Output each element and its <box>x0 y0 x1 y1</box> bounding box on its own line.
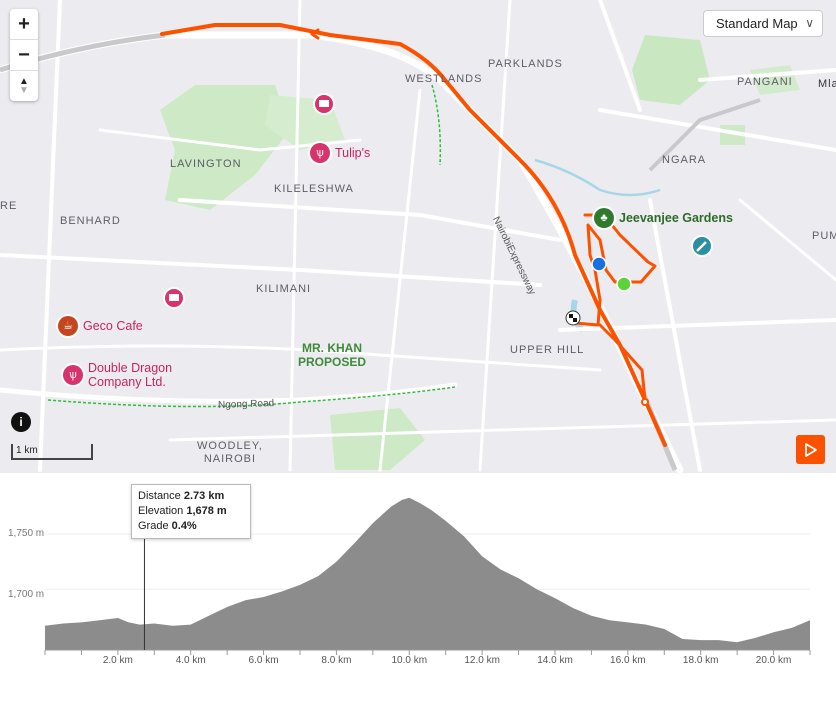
zoom-controls: + − ▲ ▼ <box>10 9 38 101</box>
map-type-label: Standard Map <box>716 16 798 31</box>
elevation-tooltip: Distance 2.73 km Elevation 1,678 m Grade… <box>131 484 251 539</box>
place-label-benhard: BENHARD <box>60 215 121 227</box>
tooltip-grade-value: 0.4% <box>171 520 197 532</box>
divider <box>10 70 38 71</box>
restaurant-icon: ѱ <box>310 143 330 163</box>
place-label-re: RE <box>0 200 18 212</box>
poi-label: Tulip's <box>335 146 371 160</box>
elevation-chart[interactable] <box>0 473 836 717</box>
divider <box>10 39 38 40</box>
tooltip-elevation-value: 1,678 m <box>186 505 227 517</box>
park-label-mr-khan: MR. KHAN PROPOSED <box>298 341 367 369</box>
poi-geco-cafe[interactable]: ☕ Geco Cafe <box>58 316 143 336</box>
place-label-pangani: PANGANI <box>737 76 793 88</box>
scale-label: 1 km <box>16 445 38 456</box>
poi-tulips[interactable]: ѱ Tulip's <box>310 143 370 163</box>
poi-label: Geco Cafe <box>83 319 143 333</box>
play-button[interactable] <box>796 435 825 464</box>
x-tick-label: 20.0 km <box>755 655 792 666</box>
compass-button[interactable]: ▲ ▼ <box>10 71 38 101</box>
coffee-icon: ☕ <box>58 316 78 336</box>
wrench-poi-icon <box>691 235 713 257</box>
tooltip-grade-label: Grade <box>138 520 169 532</box>
info-icon[interactable]: i <box>11 412 31 432</box>
y-tick-label: 1,700 m <box>8 589 45 600</box>
place-label-parklands: PARKLANDS <box>488 58 563 70</box>
x-tick-label: 18.0 km <box>682 655 719 666</box>
place-label-upper-hill: UPPER HILL <box>510 344 585 356</box>
place-label-ngara: NGARA <box>662 154 707 166</box>
poi-label: Double Dragon Company Ltd. <box>88 361 173 389</box>
scale-bar: 1 km <box>11 444 93 460</box>
place-label-lavington: LAVINGTON <box>170 158 242 170</box>
place-label-pum: PUM <box>812 230 836 242</box>
poi-double-dragon[interactable]: ѱ Double Dragon Company Ltd. <box>63 361 172 389</box>
compass-icon: ▲ ▼ <box>19 76 29 96</box>
shop-poi-icon <box>163 287 185 309</box>
tooltip-distance-value: 2.73 km <box>183 490 225 502</box>
poi-label: Jeevanjee Gardens <box>619 211 733 225</box>
place-label-kilimani: KILIMANI <box>256 283 312 295</box>
elevation-area <box>45 497 810 650</box>
place-label-woodley: WOODLEY, NAIROBI <box>197 440 263 465</box>
x-tick-label: 6.0 km <box>248 655 279 666</box>
finish-flag-icon <box>565 310 581 326</box>
map-base <box>0 0 836 473</box>
road-label-ngong: Ngong Road <box>217 398 275 411</box>
tooltip-elevation-label: Elevation <box>138 505 184 517</box>
zoom-in-button[interactable]: + <box>18 12 30 35</box>
x-tick-marks <box>44 650 811 655</box>
poi-jeevanjee-gardens[interactable]: ♣ Jeevanjee Gardens <box>594 208 733 228</box>
tooltip-distance-label: Distance <box>138 490 181 502</box>
x-tick-label: 10.0 km <box>391 655 428 666</box>
tree-icon: ♣ <box>594 208 614 228</box>
map-type-dropdown[interactable]: Standard Map ∨ <box>703 10 823 37</box>
y-tick-label: 1,750 m <box>8 528 45 539</box>
x-tick-label: 8.0 km <box>321 655 352 666</box>
place-label-kileleshwa: KILELESHWA <box>274 183 354 195</box>
x-tick-label: 14.0 km <box>537 655 573 666</box>
x-tick-label: 2.0 km <box>102 655 133 666</box>
place-label-westlands: WESTLANDS <box>405 73 483 85</box>
map-view[interactable]: WESTLANDS PARKLANDS PANGANI Mla LAVINGTO… <box>0 0 836 473</box>
chevron-down-icon: ∨ <box>805 16 814 30</box>
x-tick-label: 4.0 km <box>175 655 206 666</box>
restaurant-icon: ѱ <box>63 365 83 385</box>
activity-route <box>160 23 667 447</box>
zoom-out-button[interactable]: − <box>18 43 30 66</box>
play-icon <box>804 442 817 457</box>
x-tick-label: 16.0 km <box>610 655 646 666</box>
x-tick-label: 12.0 km <box>464 655 500 666</box>
shop-poi-icon <box>313 93 335 115</box>
place-label-mla: Mla <box>818 78 836 90</box>
